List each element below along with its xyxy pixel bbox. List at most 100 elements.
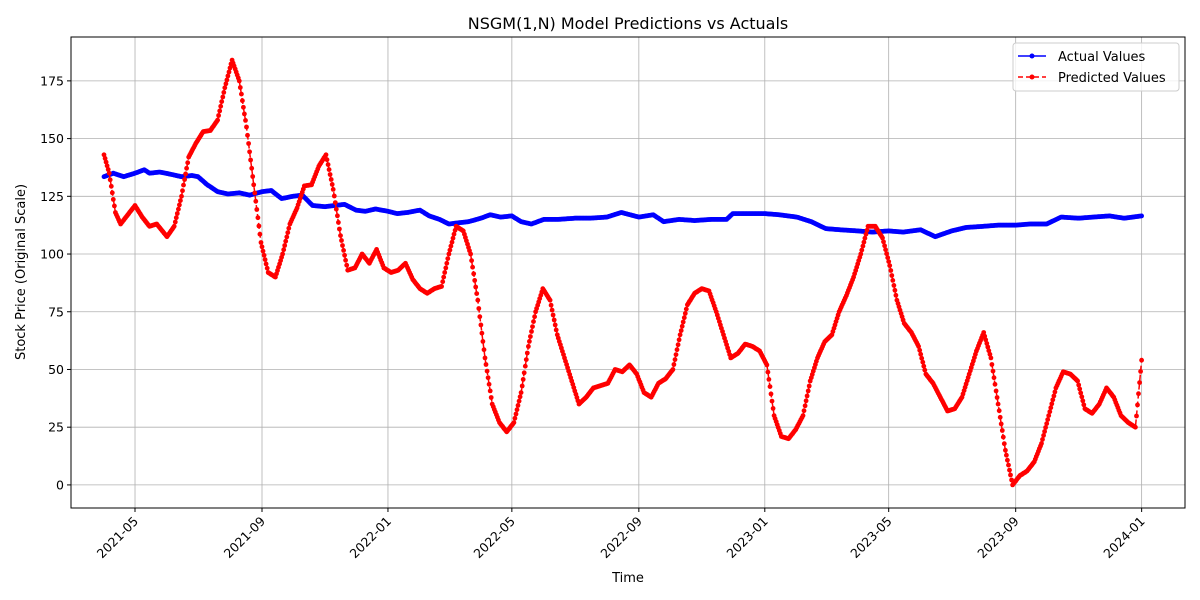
data-point [1052, 389, 1058, 395]
data-point [530, 324, 535, 329]
data-point [861, 239, 867, 245]
data-point [682, 311, 688, 316]
data-point [109, 190, 115, 196]
y-tick-label: 75 [48, 304, 64, 319]
data-point [526, 344, 531, 349]
x-tick-label: 2022-09 [597, 513, 645, 561]
data-point [860, 243, 866, 249]
data-point [104, 163, 110, 169]
data-point [174, 211, 180, 216]
data-point [342, 252, 347, 258]
data-point [261, 252, 267, 258]
data-point [256, 223, 262, 229]
data-point [803, 398, 809, 404]
y-tick-label: 0 [56, 477, 64, 492]
data-point [804, 393, 810, 399]
data-point [1051, 393, 1057, 399]
data-point [476, 306, 482, 311]
data-point [240, 98, 245, 104]
data-point [769, 398, 775, 404]
data-point [181, 182, 186, 188]
data-point [101, 152, 107, 158]
data-point [671, 362, 677, 367]
data-point [891, 283, 897, 288]
data-point [102, 156, 108, 161]
data-point [882, 243, 887, 249]
data-point [527, 339, 532, 344]
data-point [226, 69, 232, 75]
data-point [223, 81, 229, 87]
data-point [768, 391, 774, 397]
data-point [553, 327, 559, 333]
x-axis: 2021-05 2021-09 2022-01 2022-05 2022-09 2023-… [94, 508, 1148, 561]
y-tick-label: 150 [40, 131, 64, 146]
data-point [528, 334, 533, 339]
series-line [103, 57, 1143, 487]
data-point [485, 375, 491, 381]
data-point [172, 219, 178, 225]
data-point [264, 265, 270, 271]
data-point [547, 297, 553, 303]
data-point [481, 347, 487, 353]
data-point [801, 408, 807, 414]
x-tick-label: 2021-05 [94, 514, 142, 562]
data-point [1001, 441, 1007, 447]
data-point [217, 108, 223, 114]
y-tick-label: 50 [48, 362, 64, 377]
data-point [260, 248, 266, 254]
data-point [220, 94, 226, 100]
data-point [981, 330, 987, 335]
data-point [254, 207, 260, 212]
data-point [479, 330, 485, 336]
data-point [921, 363, 927, 369]
data-point [338, 233, 343, 239]
data-point [336, 220, 341, 225]
data-point [987, 351, 993, 357]
data-point [486, 381, 492, 387]
data-point [1137, 380, 1142, 385]
data-point [468, 251, 473, 257]
data-point [675, 342, 681, 348]
data-point [862, 235, 868, 241]
data-point [488, 395, 494, 400]
data-point [176, 206, 181, 212]
data-point [110, 197, 116, 202]
data-point [259, 244, 265, 250]
data-point [765, 369, 771, 375]
data-point [331, 193, 337, 199]
data-point [516, 398, 522, 404]
data-point [473, 284, 479, 290]
data-point [1039, 441, 1044, 446]
data-point [480, 339, 486, 344]
data-point [1076, 382, 1082, 388]
data-point [448, 243, 454, 249]
data-point [237, 85, 243, 90]
y-tick-label: 125 [40, 189, 64, 204]
data-point [1006, 462, 1011, 468]
data-point [683, 306, 689, 312]
data-point [989, 362, 995, 367]
data-point [881, 239, 886, 245]
legend-box [1012, 42, 1180, 92]
data-point [1046, 413, 1052, 418]
data-point [340, 243, 345, 248]
data-point [1139, 213, 1144, 219]
data-point [469, 258, 474, 263]
data-point [552, 322, 558, 328]
data-point [341, 248, 346, 253]
data-point [863, 231, 869, 237]
legend-actual-label: Actual Values [1058, 50, 1146, 65]
data-point [241, 104, 246, 110]
data-point [678, 328, 684, 333]
data-point [519, 383, 525, 389]
series-actual [101, 167, 1144, 240]
data-point [1136, 391, 1141, 397]
data-point [990, 368, 996, 374]
data-point [482, 355, 488, 361]
data-point [988, 355, 994, 361]
data-point [679, 323, 685, 329]
data-point [1049, 401, 1055, 407]
data-point [1003, 447, 1008, 453]
data-point [247, 149, 253, 155]
